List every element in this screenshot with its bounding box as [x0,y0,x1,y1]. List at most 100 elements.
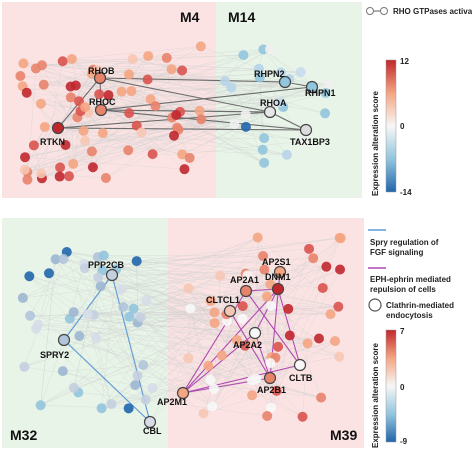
network-edge [276,335,291,391]
gene-node [127,54,138,65]
legend-dot-left-icon [366,7,374,15]
gene-node [138,359,149,370]
colorbar-bottom [385,329,397,443]
network-edge [251,380,322,398]
gene-node [321,261,332,272]
network-edge [96,338,222,356]
gene-node [93,272,104,283]
network-edge [62,370,146,400]
gene-node [226,82,237,93]
network-edge [71,58,153,155]
network-edge [182,140,304,155]
gene-node [54,171,65,182]
gene-node [257,144,268,155]
network-edge [147,68,259,80]
network-edge [145,399,268,417]
network-edge [29,276,204,414]
gene-label-ap2m1: AP2M1 [157,397,187,407]
gene-label-rhob: RHOB [88,66,115,76]
network-edge [40,259,56,406]
network-edge [145,300,211,400]
network-edge [254,237,340,334]
network-edge [244,345,253,381]
colorbar-bottom-max: 7 [400,327,405,336]
gene-node [91,333,102,344]
gene-node [97,128,108,139]
gene-node [18,58,29,69]
network-edge [41,65,183,71]
network-edge [263,49,313,88]
gene-label-cbl: CBL [143,426,162,436]
gene-node [135,312,146,323]
gene-label-rhpn1: RHPN1 [305,88,336,98]
network-edge [29,276,215,389]
network-edge [102,132,183,155]
gene-node [116,86,127,97]
colorbar-top-mid: 0 [400,122,405,131]
network-edge [251,364,301,396]
network-edge [91,151,107,179]
colorbar-top-max: 12 [400,57,409,66]
network-edge [27,97,72,173]
gene-node [103,90,114,101]
gene-node [298,136,309,147]
module-m32-background [2,218,168,448]
network-edge [73,311,271,364]
network-edge [326,237,340,267]
network-edge [212,248,310,407]
network-edge [147,79,200,111]
legend-label-rho-gtpases: RHO GTPases activate rhotekin and rhophi… [393,7,472,16]
gene-node [136,127,147,138]
gene-node [33,319,44,330]
gene-node [195,41,206,52]
gene-node [65,81,76,92]
gene-node [209,307,220,318]
gene-node [258,251,269,262]
top-legend: RHO GTPases activate rhotekin and rhophi… [366,7,472,197]
highlighted-gene-node [263,105,277,119]
gene-node [74,331,85,342]
gene-node [274,97,285,108]
gene-node [98,250,109,261]
network-edge [23,63,137,126]
network-edge [80,49,271,112]
network-edge [277,237,341,290]
pathway-edge [182,290,247,394]
gene-node [308,253,319,264]
gene-node [264,44,275,55]
gene-node [24,271,35,282]
gene-node [131,256,142,267]
gene-node [116,284,127,295]
network-edge [184,126,247,170]
gene-node [320,87,331,98]
network-edge [129,255,264,318]
gene-node [246,375,257,386]
gene-node [207,401,218,412]
gene-node [35,98,46,109]
network-edge [75,85,272,106]
network-edge [48,273,215,389]
gene-node [266,300,277,311]
network-edge [95,289,122,339]
network-edge [188,288,253,381]
network-edge [121,255,264,290]
network-edge [27,114,177,173]
gene-node [252,232,263,243]
network-edge [146,300,256,334]
colorbar-bottom-mid: 0 [400,383,405,392]
network-edge [136,119,202,126]
gene-node [302,338,313,349]
pathway-edge [63,339,151,423]
network-edge [176,127,265,164]
network-edge [302,343,308,417]
network-edge [123,237,258,308]
gene-node [240,340,251,351]
gene-node [147,382,158,393]
gene-node [183,283,194,294]
network-edge [116,257,314,270]
gene-node [215,270,226,281]
gene-node [39,122,50,133]
network-edge [40,339,65,406]
module-label-m14: M14 [228,9,255,25]
network-edge [140,237,258,318]
